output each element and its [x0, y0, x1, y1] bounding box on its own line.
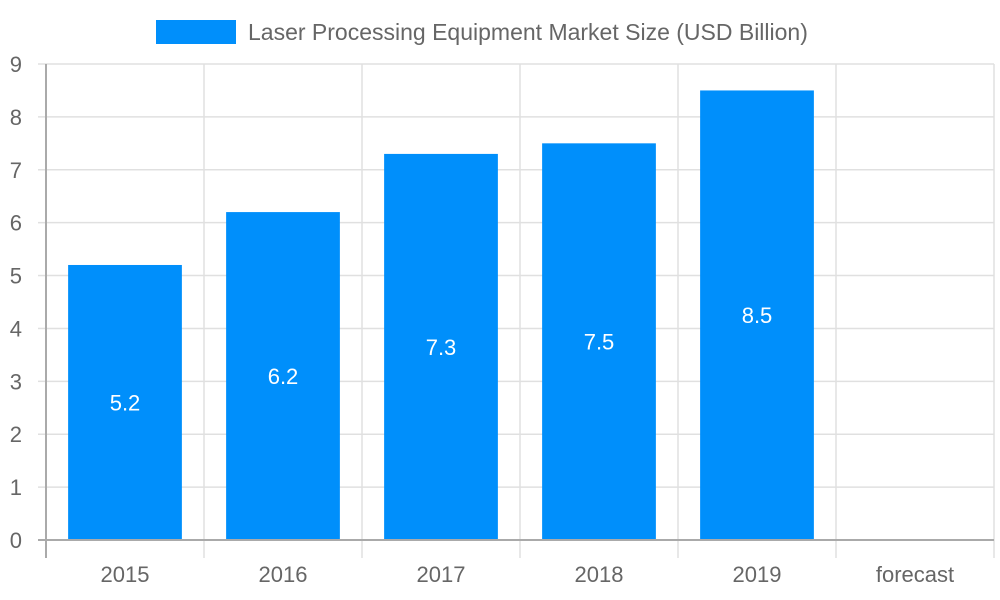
x-tick-label: 2015 — [101, 562, 150, 587]
y-tick-label: 3 — [10, 369, 22, 394]
y-tick-label: 2 — [10, 422, 22, 447]
axes — [38, 64, 994, 558]
x-tick-label: 2016 — [259, 562, 308, 587]
y-tick-label: 7 — [10, 158, 22, 183]
bar-value-label: 8.5 — [742, 303, 773, 328]
x-tick-label: 2018 — [575, 562, 624, 587]
x-tick-label: 2017 — [417, 562, 466, 587]
bar-value-label: 5.2 — [110, 390, 141, 415]
bar-2018[interactable] — [542, 143, 656, 541]
bars — [68, 90, 814, 541]
bar-2016[interactable] — [226, 212, 340, 541]
grid-lines — [38, 63, 995, 558]
bar-2015[interactable] — [68, 264, 182, 540]
bar-value-label: 6.2 — [268, 364, 299, 389]
y-tick-label: 0 — [10, 528, 22, 553]
x-tick-label: 2019 — [733, 562, 782, 587]
x-axis-ticks: 2015 2016 2017 2018 2019 forecast — [101, 562, 955, 587]
bar-value-label: 7.3 — [426, 335, 457, 360]
y-tick-label: 8 — [10, 105, 22, 130]
legend-swatch — [156, 20, 236, 44]
y-tick-label: 4 — [10, 316, 22, 341]
bar-value-label: 7.5 — [584, 330, 615, 355]
y-tick-label: 6 — [10, 211, 22, 236]
chart-legend[interactable]: Laser Processing Equipment Market Size (… — [156, 19, 808, 45]
y-tick-label: 1 — [10, 475, 22, 500]
bar-data-labels: 5.2 6.2 7.3 7.5 8.5 — [110, 303, 773, 415]
y-tick-label: 5 — [10, 264, 22, 289]
legend-label: Laser Processing Equipment Market Size (… — [248, 18, 808, 45]
y-tick-label: 9 — [10, 52, 22, 77]
bar-2017[interactable] — [384, 153, 498, 540]
x-tick-label: forecast — [876, 562, 954, 587]
y-axis-ticks: 0 1 2 3 4 5 6 7 8 9 — [10, 52, 22, 553]
bar-2019[interactable] — [700, 90, 814, 540]
